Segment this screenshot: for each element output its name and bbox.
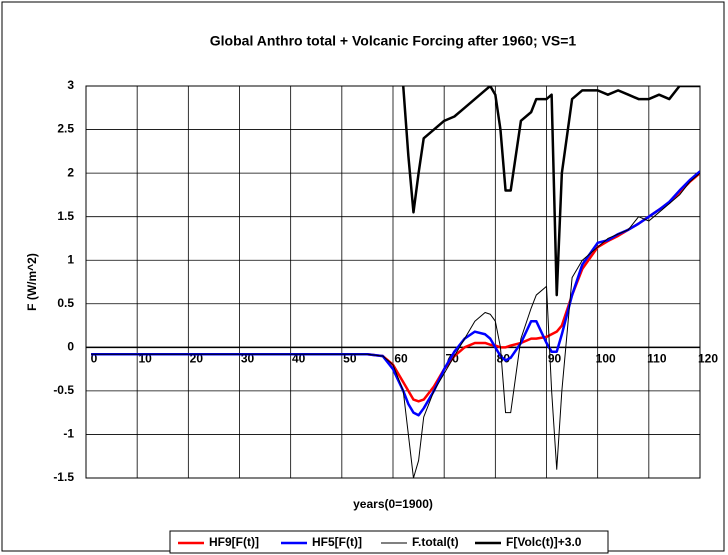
y-tick-label: 2.5 xyxy=(57,122,74,136)
y-tick-label: -0.5 xyxy=(53,383,74,397)
y-tick-label: 1 xyxy=(67,252,74,266)
legend-label: F.total(t) xyxy=(412,535,459,549)
y-tick-label: 0 xyxy=(67,340,74,354)
x-axis-label: years(0=1900) xyxy=(353,497,433,511)
y-tick-label: 1.5 xyxy=(57,209,74,223)
y-tick-label: 3 xyxy=(67,78,74,92)
legend-label: F[Volc(t)]+3.0 xyxy=(506,535,582,549)
y-tick-label: -1.5 xyxy=(53,470,74,484)
y-tick-label: -1 xyxy=(63,427,74,441)
y-tick-label: 0.5 xyxy=(57,296,74,310)
data-line xyxy=(401,86,700,297)
x-tick-label: 110 xyxy=(647,352,667,366)
x-tick-label: 120 xyxy=(698,352,718,366)
x-tick-label: 100 xyxy=(596,352,616,366)
data-line xyxy=(91,172,700,478)
x-tick-label: 60 xyxy=(394,352,408,366)
legend-label: HF9[F(t)] xyxy=(209,535,259,549)
plot-lines xyxy=(91,86,700,478)
y-tick-label: 2 xyxy=(67,165,74,179)
chart-title: Global Anthro total + Volcanic Forcing a… xyxy=(210,33,577,49)
x-tick-label: 0 xyxy=(91,352,98,366)
y-axis-label: F (W/m^2) xyxy=(25,253,39,311)
x-tick-label: 90 xyxy=(548,352,562,366)
legend-label: HF5[F(t)] xyxy=(312,535,362,549)
legend-box xyxy=(169,530,609,554)
